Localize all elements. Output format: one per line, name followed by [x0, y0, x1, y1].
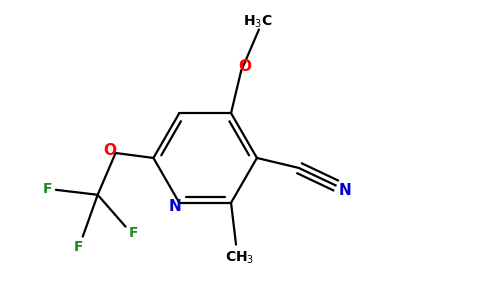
Text: O: O — [103, 143, 116, 158]
Text: F: F — [43, 182, 53, 196]
Text: F: F — [129, 226, 138, 240]
Text: CH$_3$: CH$_3$ — [226, 249, 255, 266]
Text: H$_3$C: H$_3$C — [243, 14, 273, 30]
Text: F: F — [74, 240, 84, 254]
Text: O: O — [239, 59, 252, 74]
Text: N: N — [338, 183, 351, 198]
Text: N: N — [169, 199, 182, 214]
